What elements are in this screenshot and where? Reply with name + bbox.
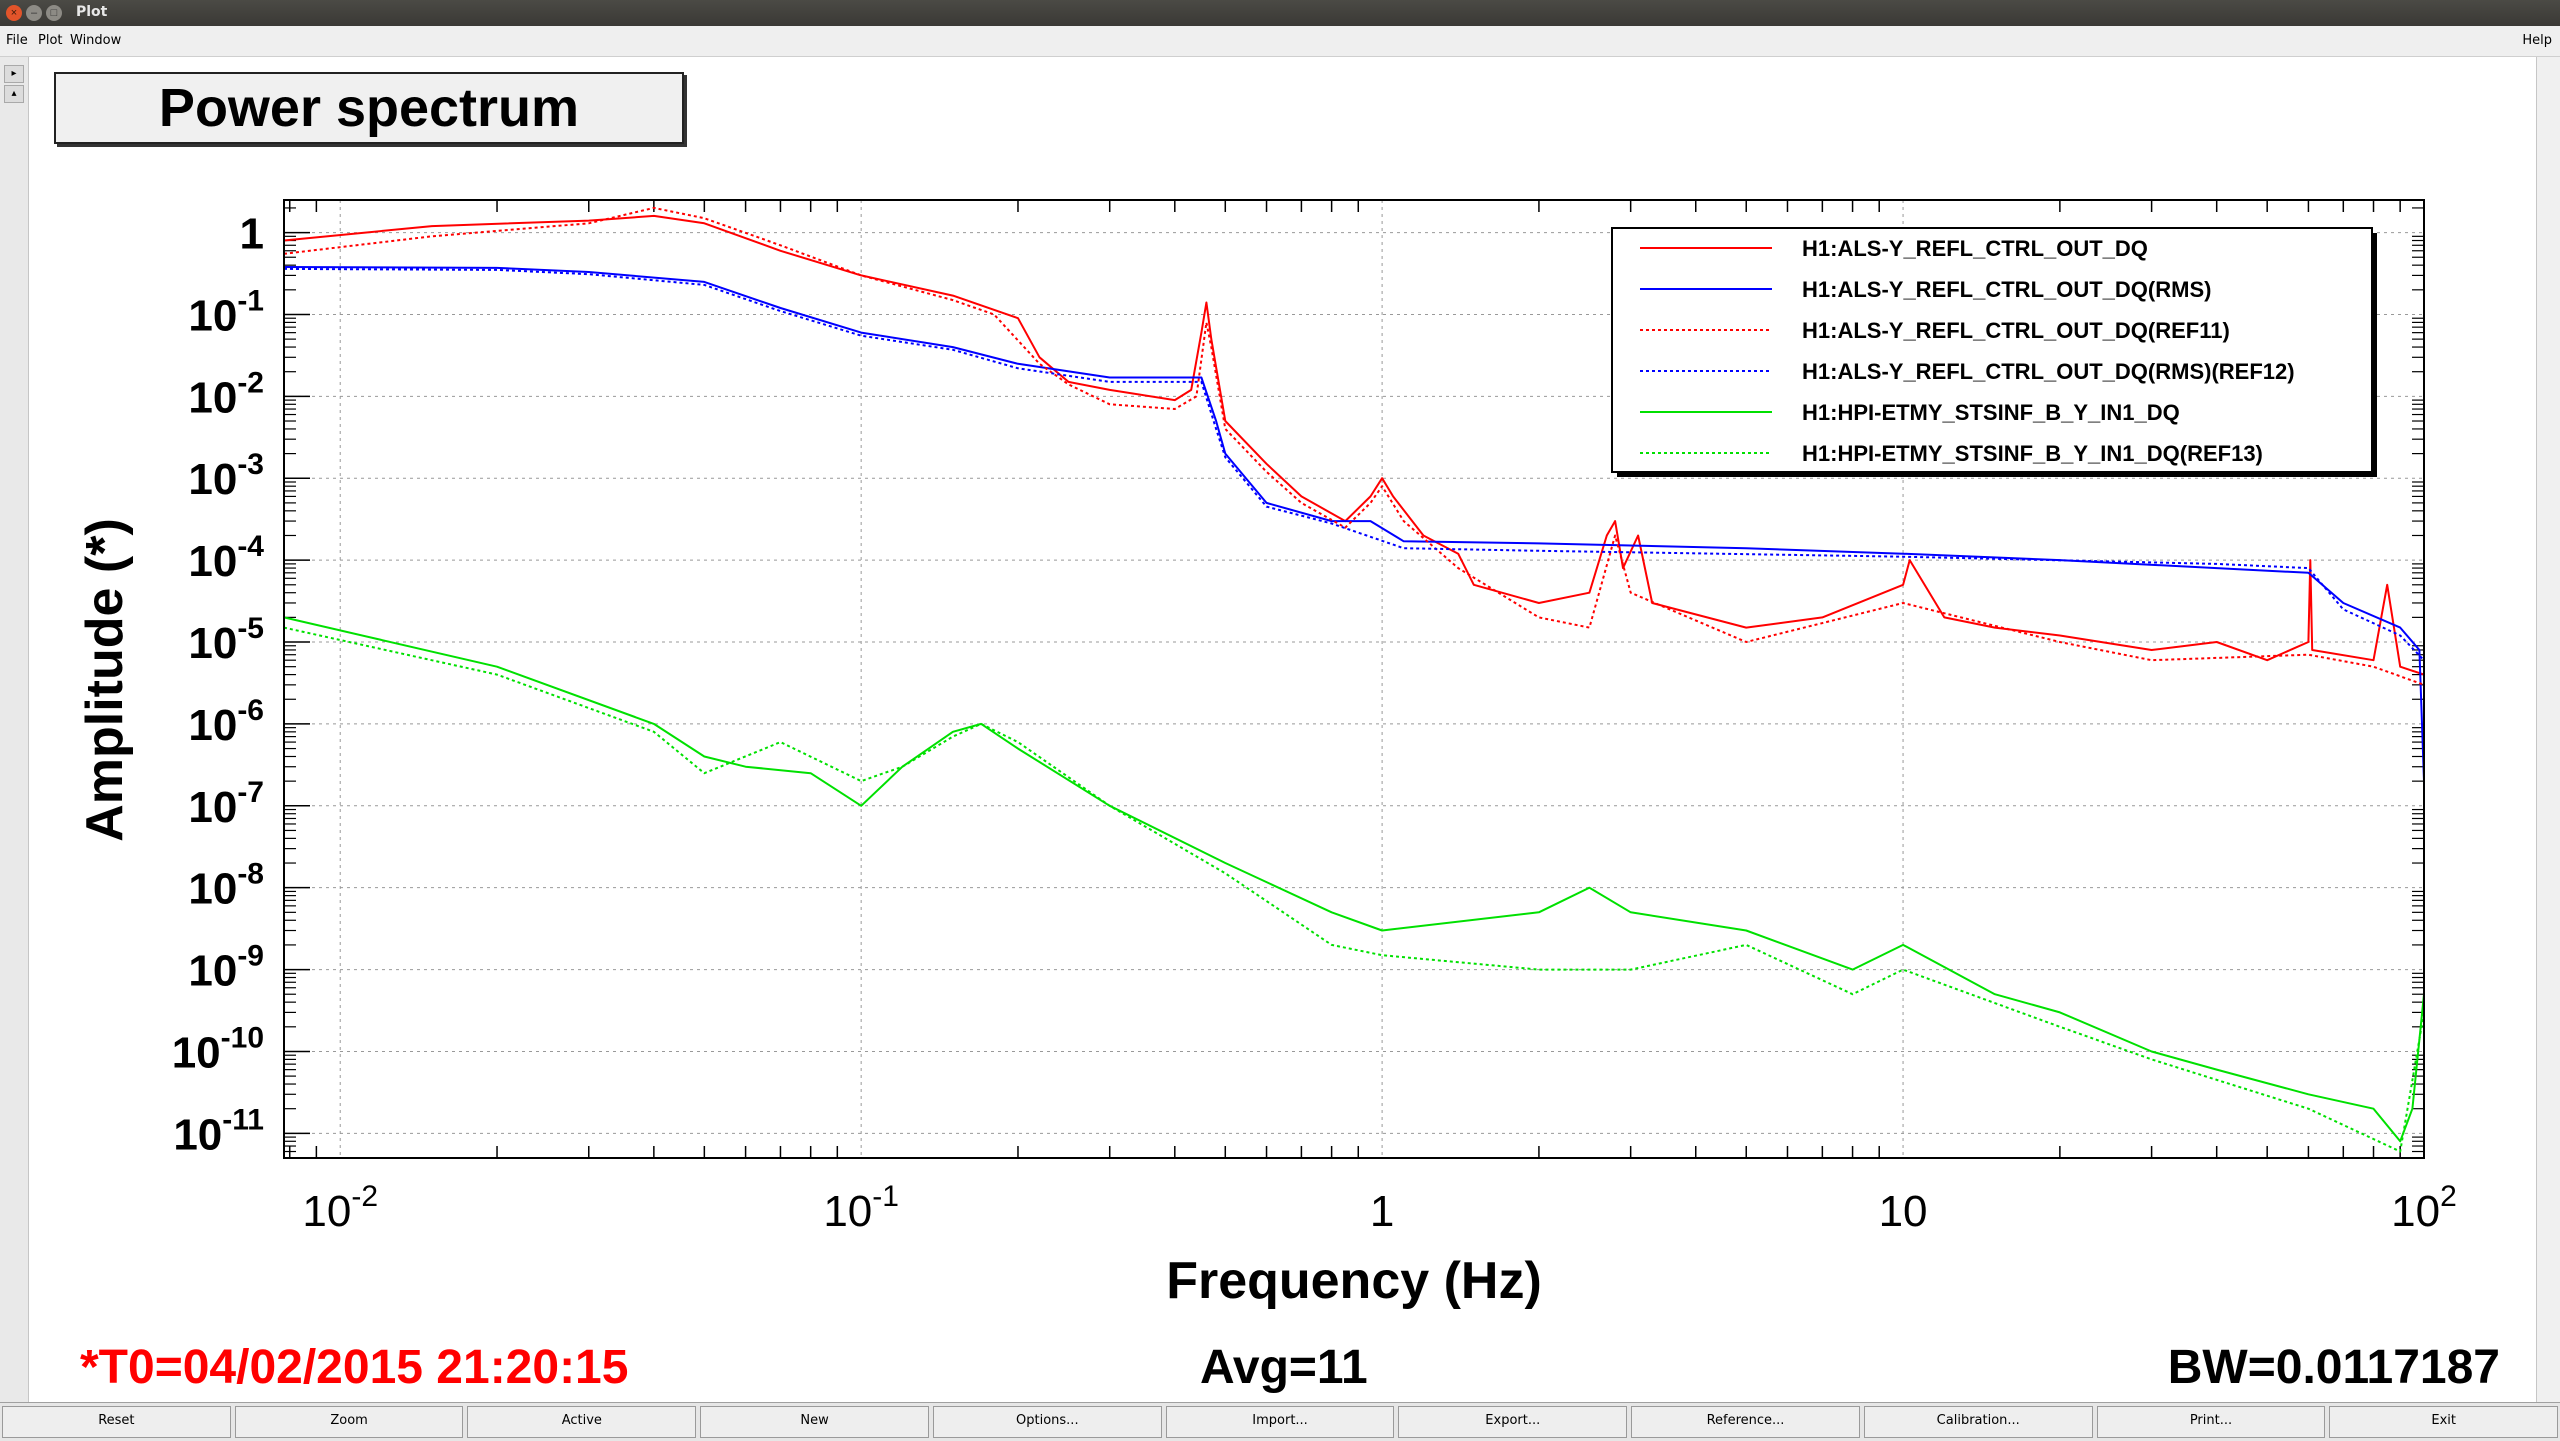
y-axis-label: Amplitude (*) — [76, 518, 134, 842]
y-tick-label: 10-11 — [173, 1103, 264, 1159]
expand-arrow-icon[interactable]: ▸ — [4, 65, 24, 83]
plot-title: Power spectrum — [158, 78, 580, 138]
power-spectrum-chart[interactable]: 10-2 10-1 1 10 102110-110-210-310-410-510-61… — [0, 0, 2560, 1400]
series-line-6 — [283, 626, 2425, 1153]
y-tick-label: 10-4 — [188, 530, 264, 586]
x-tick-exp: -2 — [351, 1180, 378, 1213]
collapse-arrow-icon[interactable]: ▴ — [4, 85, 24, 103]
series-layer — [283, 206, 2425, 1153]
series-line-2 — [283, 266, 2425, 782]
legend-box — [1611, 227, 2373, 473]
y-tick-label: 10-5 — [188, 612, 264, 668]
y-tick-exp: -4 — [237, 530, 264, 563]
import-button[interactable]: Import... — [1165, 1406, 1395, 1438]
export-button[interactable]: Export... — [1398, 1406, 1628, 1438]
maximize-window-button[interactable]: □ — [46, 5, 62, 21]
menu-file[interactable]: File — [6, 33, 28, 48]
y-tick-base: 10 — [188, 537, 237, 586]
menu-plot[interactable]: Plot — [38, 33, 63, 48]
button-bar: Reset Zoom Active New Options... Import.… — [0, 1402, 2560, 1441]
y-tick-base: 10 — [188, 619, 237, 668]
y-tick-base: 10 — [188, 783, 237, 832]
y-tick-exp: -9 — [237, 940, 264, 973]
y-tick-exp: -1 — [237, 284, 264, 317]
x-tick-exp: -1 — [872, 1180, 899, 1213]
close-window-button[interactable]: × — [6, 5, 22, 21]
tick-layer: 10-2 10-1 1 10 102110-110-210-310-410-510-61… — [172, 200, 2457, 1236]
right-scroll-panel[interactable] — [2536, 57, 2560, 1402]
y-tick-label: 10-7 — [188, 776, 264, 832]
y-tick-base: 10 — [188, 291, 237, 340]
x-tick-label: 10-2 — [302, 1180, 378, 1236]
y-tick-label: 10-6 — [188, 694, 264, 750]
x-tick-label: 1 — [1370, 1187, 1394, 1236]
y-tick-label: 10-2 — [188, 366, 264, 422]
y-tick-exp: -6 — [237, 694, 264, 727]
x-tick-base: 10 — [823, 1187, 872, 1236]
y-tick-label: 10-10 — [172, 1021, 264, 1077]
legend-label: H1:ALS-Y_REFL_CTRL_OUT_DQ(REF11) — [1802, 318, 2230, 343]
menu-help[interactable]: Help — [2522, 33, 2552, 48]
legend-label: H1:ALS-Y_REFL_CTRL_OUT_DQ(RMS)(REF12) — [1802, 359, 2295, 384]
average-count: Avg=11 — [1200, 1341, 1368, 1394]
x-tick-base: 10 — [302, 1187, 351, 1236]
y-tick-base: 1 — [240, 210, 264, 259]
x-tick-exp: 2 — [2440, 1180, 2457, 1213]
series-line-3 — [283, 206, 2425, 686]
x-tick-base: 10 — [1879, 1187, 1928, 1236]
legend: H1:ALS-Y_REFL_CTRL_OUT_DQ H1:ALS-Y_REFL_C… — [1611, 227, 2377, 477]
bandwidth-value: BW=0.0117187 — [2167, 1341, 2500, 1394]
y-tick-base: 10 — [173, 1110, 222, 1159]
x-tick-label: 10-1 — [823, 1180, 899, 1236]
y-tick-label: 10-3 — [188, 448, 264, 504]
y-tick-label: 10-8 — [188, 858, 264, 914]
series-line-5 — [283, 616, 2425, 1143]
y-tick-exp: -11 — [222, 1103, 264, 1136]
menu-bar: File Plot Window Help — [0, 26, 2560, 57]
exit-button[interactable]: Exit — [2329, 1406, 2559, 1438]
x-tick-base: 1 — [1370, 1187, 1394, 1236]
options-button[interactable]: Options... — [932, 1406, 1162, 1438]
reset-button[interactable]: Reset — [2, 1406, 231, 1438]
y-tick-base: 10 — [188, 455, 237, 504]
calibration-button[interactable]: Calibration... — [1863, 1406, 2093, 1438]
minimize-window-button[interactable]: – — [26, 5, 42, 21]
window-title: Plot — [76, 4, 108, 20]
menu-window[interactable]: Window — [70, 33, 122, 48]
legend-label: H1:HPI-ETMY_STSINF_B_Y_IN1_DQ — [1802, 400, 2180, 425]
zoom-button[interactable]: Zoom — [234, 1406, 464, 1438]
y-tick-label: 1 — [240, 210, 264, 259]
y-tick-base: 10 — [188, 947, 237, 996]
y-tick-base: 10 — [188, 373, 237, 422]
reference-button[interactable]: Reference... — [1631, 1406, 1860, 1438]
series-line-4 — [283, 267, 2425, 661]
y-tick-exp: -2 — [237, 366, 264, 399]
active-button[interactable]: Active — [467, 1406, 697, 1438]
plot-frame — [283, 199, 2425, 1159]
y-tick-exp: -5 — [237, 612, 264, 645]
x-axis-label: Frequency (Hz) — [1166, 1252, 1542, 1310]
legend-label: H1:ALS-Y_REFL_CTRL_OUT_DQ(RMS) — [1802, 277, 2211, 302]
x-tick-label: 102 — [2391, 1180, 2457, 1236]
y-tick-base: 10 — [188, 865, 237, 914]
t0-timestamp: *T0=04/02/2015 21:20:15 — [80, 1341, 629, 1394]
y-tick-label: 10-9 — [188, 940, 264, 996]
y-tick-label: 10-1 — [188, 284, 264, 340]
y-tick-exp: -3 — [237, 448, 264, 481]
legend-label: H1:HPI-ETMY_STSINF_B_Y_IN1_DQ(REF13) — [1802, 441, 2263, 466]
y-tick-exp: -7 — [237, 776, 264, 809]
series-line-1 — [283, 214, 2425, 676]
legend-label: H1:ALS-Y_REFL_CTRL_OUT_DQ — [1802, 236, 2148, 261]
new-button[interactable]: New — [700, 1406, 929, 1438]
window-titlebar: × – □ Plot — [0, 0, 2560, 26]
x-tick-label: 10 — [1879, 1187, 1928, 1236]
x-tick-base: 10 — [2391, 1187, 2440, 1236]
y-tick-base: 10 — [188, 701, 237, 750]
side-panel: ▸ ▴ — [0, 57, 29, 1402]
y-tick-base: 10 — [172, 1028, 221, 1077]
y-tick-exp: -10 — [221, 1021, 264, 1054]
plot-title-box: Power spectrum — [54, 72, 684, 144]
print-button[interactable]: Print... — [2096, 1406, 2326, 1438]
y-tick-exp: -8 — [237, 858, 264, 891]
